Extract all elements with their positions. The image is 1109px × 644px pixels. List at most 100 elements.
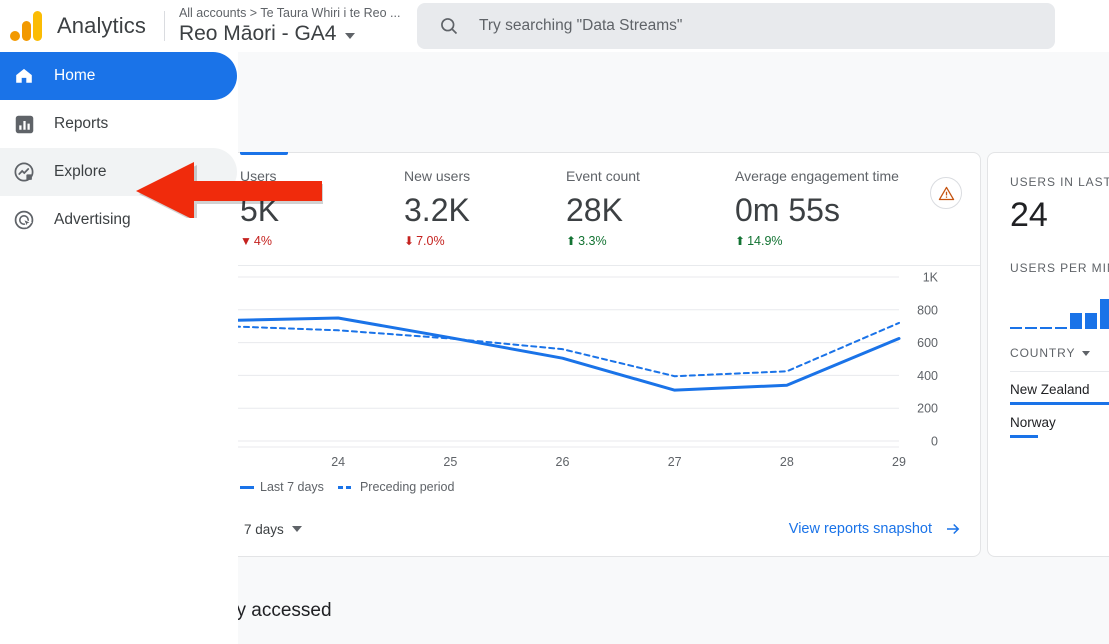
date-range-selector[interactable]: 7 days <box>244 522 302 537</box>
sparkline-bar <box>1010 327 1022 329</box>
overview-line-chart: 0 200 400 600 800 1K 24 25 26 27 28 29 <box>224 269 982 479</box>
sidebar-item-explore[interactable]: Explore <box>0 148 237 196</box>
svg-text:200: 200 <box>917 402 938 416</box>
chart-legend: Last 7 days Preceding period <box>240 480 468 494</box>
realtime-sparkline <box>1010 297 1109 329</box>
sidebar-item-advertising[interactable]: Advertising <box>0 196 237 244</box>
arrow-down-icon: ▼ <box>240 234 252 248</box>
svg-text:25: 25 <box>443 455 457 469</box>
metric-value: 0m 55s <box>735 192 840 228</box>
overview-card-footer: 7 days View reports snapshot <box>226 502 980 556</box>
overview-card: Users 5K ▼ 4% New users 3.2K ⬇ 7.0% Even… <box>224 152 982 557</box>
search-icon <box>439 16 459 36</box>
country-value-bar <box>1010 435 1038 438</box>
list-item[interactable]: Norway <box>1010 414 1109 438</box>
metric-title: Event count <box>566 168 640 184</box>
metric-value: 28K <box>566 192 623 228</box>
legend-label: Preceding period <box>359 480 455 494</box>
arrow-down-icon: ⬇ <box>404 234 415 248</box>
metric-delta: ⬆ 14.9% <box>735 234 965 248</box>
breadcrumb: All accounts > Te Taura Whiri i te Reo .… <box>178 6 401 20</box>
svg-text:28: 28 <box>780 455 794 469</box>
sidebar-item-label: Reports <box>54 115 109 132</box>
chevron-down-icon <box>291 526 302 532</box>
metric-delta-value: 4% <box>253 234 272 248</box>
brand-name: Analytics <box>57 13 146 38</box>
active-tab-indicator <box>240 152 288 155</box>
metric-title: Average engagement time <box>735 168 899 184</box>
explore-trend-circle-icon <box>12 160 36 184</box>
view-reports-snapshot-link[interactable]: View reports snapshot <box>789 520 962 538</box>
logo-bar-tall-shape <box>33 11 42 41</box>
country-name: New Zealand <box>1010 382 1090 397</box>
legend-entry-last-7-days: Last 7 days <box>240 480 324 494</box>
sidebar-item-reports[interactable]: Reports <box>0 100 237 148</box>
legend-swatch-solid <box>240 485 254 489</box>
realtime-users-label: USERS IN LAST 3 <box>1010 175 1109 189</box>
metrics-row: Users 5K ▼ 4% New users 3.2K ⬇ 7.0% Even… <box>226 167 980 248</box>
list-item[interactable]: New Zealand <box>1010 381 1109 405</box>
arrow-up-icon: ⬆ <box>566 234 577 248</box>
sidebar-item-label: Advertising <box>54 211 131 228</box>
sparkline-bar <box>1100 299 1109 329</box>
legend-label: Last 7 days <box>260 480 324 494</box>
sparkline-bar <box>1040 327 1052 329</box>
metrics-separator <box>226 265 980 266</box>
account-property-selector[interactable]: All accounts > Te Taura Whiri i te Reo .… <box>179 5 401 47</box>
sidebar-item-label: Explore <box>54 163 107 180</box>
chart-svg: 0 200 400 600 800 1K 24 25 26 27 28 29 <box>224 271 939 469</box>
home-icon <box>12 64 36 88</box>
metric-delta-value: 3.3% <box>578 234 607 248</box>
main-content: Users 5K ▼ 4% New users 3.2K ⬇ 7.0% Even… <box>213 52 1109 644</box>
reports-bar-chart-icon <box>12 112 36 136</box>
svg-text:1K: 1K <box>923 271 939 285</box>
chevron-down-icon <box>344 32 355 39</box>
realtime-card: USERS IN LAST 3 24 USERS PER MINU COUNTR… <box>987 152 1109 557</box>
realtime-users-value: 24 <box>1010 196 1048 234</box>
metric-average-engagement-time[interactable]: Average engagement time 0m 55s ⬆ 14.9% <box>721 167 965 248</box>
chevron-down-icon <box>1082 350 1091 356</box>
svg-text:600: 600 <box>917 336 938 350</box>
recently-accessed-heading: tly accessed <box>227 600 332 621</box>
sparkline-bar <box>1085 313 1097 329</box>
sparkline-bar <box>1025 327 1037 329</box>
country-name: Norway <box>1010 415 1056 430</box>
property-row: Reo Māori - GA4 <box>179 21 401 47</box>
realtime-country-label: COUNTRY <box>1010 346 1076 360</box>
svg-text:24: 24 <box>331 455 345 469</box>
logo-bar-middle-shape <box>22 21 31 41</box>
sidebar-item-home[interactable]: Home <box>0 52 237 100</box>
topbar-divider <box>163 11 165 41</box>
logo-dot-shape <box>10 31 20 41</box>
metric-value: 3.2K <box>404 192 470 228</box>
realtime-divider <box>1010 371 1109 372</box>
metric-users[interactable]: Users 5K ▼ 4% <box>226 167 390 248</box>
metric-delta: ⬇ 7.0% <box>404 234 552 248</box>
metric-title: Users <box>240 168 277 184</box>
legend-swatch-dashed <box>337 485 354 489</box>
arrow-up-icon: ⬆ <box>735 234 746 248</box>
metric-delta-value: 7.0% <box>416 234 445 248</box>
metric-event-count[interactable]: Event count 28K ⬆ 3.3% <box>552 167 721 248</box>
warning-triangle-icon[interactable] <box>930 177 962 209</box>
metric-new-users[interactable]: New users 3.2K ⬇ 7.0% <box>390 167 552 248</box>
search-input[interactable]: Try searching "Data Streams" <box>417 3 1055 49</box>
svg-text:0: 0 <box>931 435 938 449</box>
realtime-country-dropdown[interactable]: COUNTRY <box>1010 346 1109 360</box>
svg-text:800: 800 <box>917 303 938 317</box>
realtime-per-minute-label: USERS PER MINU <box>1010 261 1109 275</box>
metric-delta: ▼ 4% <box>240 234 390 248</box>
country-value-bar <box>1010 402 1109 405</box>
sidebar: Home Reports Explore <box>0 52 238 644</box>
legend-entry-preceding-period: Preceding period <box>337 480 455 494</box>
sidebar-item-label: Home <box>54 67 96 84</box>
svg-text:27: 27 <box>668 455 682 469</box>
svg-text:29: 29 <box>892 455 906 469</box>
sparkline-bar <box>1070 313 1082 329</box>
search-placeholder: Try searching "Data Streams" <box>479 17 683 34</box>
page-title: Reo Māori - GA4 <box>178 22 337 45</box>
google-analytics-logo[interactable] <box>10 11 44 41</box>
top-bar: Analytics All accounts > Te Taura Whiri … <box>0 0 1109 52</box>
svg-text:26: 26 <box>556 455 570 469</box>
metric-title: New users <box>404 168 471 184</box>
